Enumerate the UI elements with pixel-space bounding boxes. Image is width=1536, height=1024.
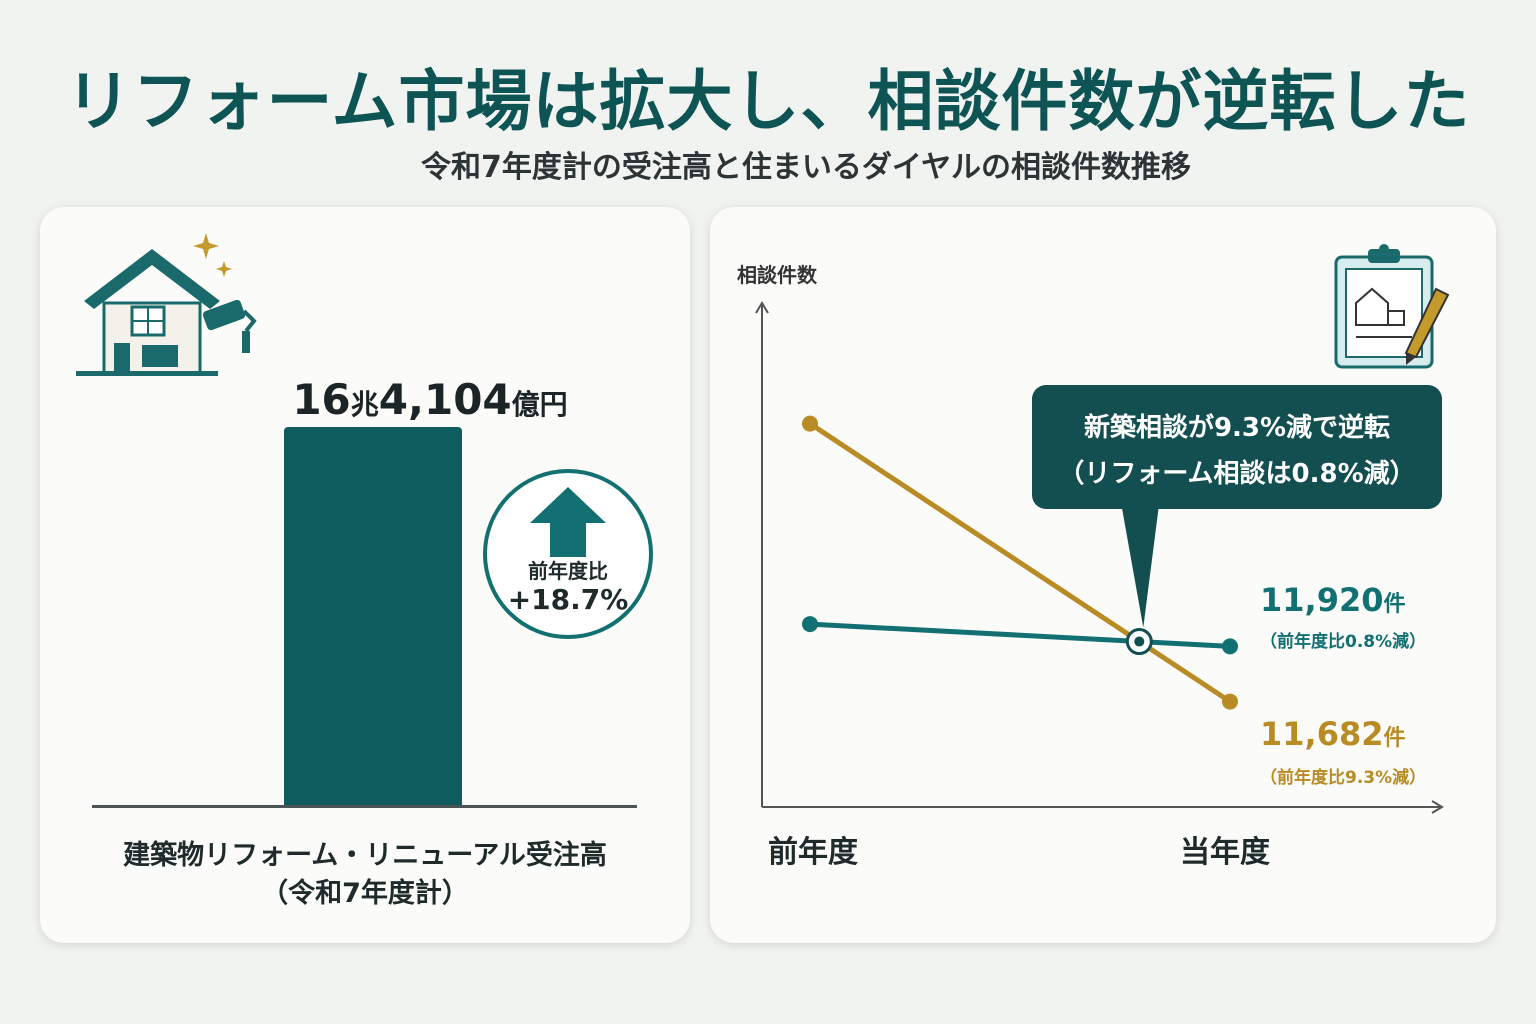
clipboard-house-icon [1334, 244, 1434, 369]
total-unit-oku: 億円 [511, 388, 568, 421]
reform-end-value: 11,920件 [1260, 581, 1406, 619]
page-title: リフォーム市場は拡大し、相談件数が逆転した [65, 63, 1471, 140]
arrow-up-icon [530, 487, 606, 557]
consultation-card: 相談件数 新築相談が9.3%減で逆転 （リフォーム相談は0.8%減） 11,92… [710, 207, 1496, 943]
line-chart [755, 301, 1444, 814]
bar-caption-line1: 建築物リフォーム・リニューアル受注高 [123, 840, 607, 871]
bar-value-label: 16兆4,104億円 [280, 375, 580, 424]
badge-label: 前年度比 [528, 559, 608, 583]
total-number-trillion: 16 [292, 375, 351, 424]
y-axis-arrow [755, 301, 769, 314]
reform-point-1 [1222, 638, 1238, 655]
house-icon [76, 249, 220, 376]
reform-unit: 件 [1383, 592, 1406, 617]
newbuild-point-1 [1222, 693, 1238, 710]
crossover-callout: 新築相談が9.3%減で逆転 （リフォーム相談は0.8%減） [1032, 385, 1442, 509]
newbuild-change: （前年度比9.3%減） [1260, 768, 1427, 788]
badge-value: +18.7% [507, 583, 629, 616]
newbuild-line [808, 421, 1232, 704]
pencil-icon [1404, 287, 1450, 365]
newbuild-point-0 [802, 415, 818, 432]
bar-caption: 建築物リフォーム・リニューアル受注高 （令和7年度計） [100, 837, 630, 913]
callout-line2: （リフォーム相談は0.8%減） [1058, 459, 1416, 489]
callout-pointer [1120, 497, 1160, 628]
reform-point-0 [802, 616, 818, 633]
reform-line [809, 621, 1231, 649]
y-axis-title: 相談件数 [737, 263, 817, 287]
x-tick-current: 当年度 [1180, 835, 1270, 870]
x-axis-arrow [1431, 800, 1444, 814]
bar-baseline [92, 805, 637, 808]
total-unit-trillion: 兆 [350, 388, 379, 421]
crossover-marker-dot [1134, 636, 1145, 647]
x-tick-prev: 前年度 [768, 835, 858, 870]
newbuild-end-value: 11,682件 [1260, 715, 1406, 753]
bar-caption-line2: （令和7年度計） [261, 878, 469, 909]
total-number-oku: 4,104 [378, 375, 512, 424]
paint-roller-icon [202, 299, 257, 353]
reform-value: 11,920 [1260, 581, 1384, 619]
callout-line1: 新築相談が9.3%減で逆転 [1083, 413, 1391, 443]
sparkle-icon [193, 233, 232, 277]
reform-change: （前年度比0.8%減） [1260, 632, 1427, 652]
yoy-badge: 前年度比 +18.7% [483, 469, 653, 639]
newbuild-unit: 件 [1383, 726, 1406, 751]
revenue-bar [284, 427, 462, 805]
revenue-card: 16兆4,104億円 前年度比 +18.7% 建築物リフォーム・リニューアル受注… [40, 207, 690, 943]
page-subtitle: 令和7年度計の受注高と住まいるダイヤルの相談件数推移 [421, 150, 1191, 185]
newbuild-value: 11,682 [1260, 715, 1384, 753]
